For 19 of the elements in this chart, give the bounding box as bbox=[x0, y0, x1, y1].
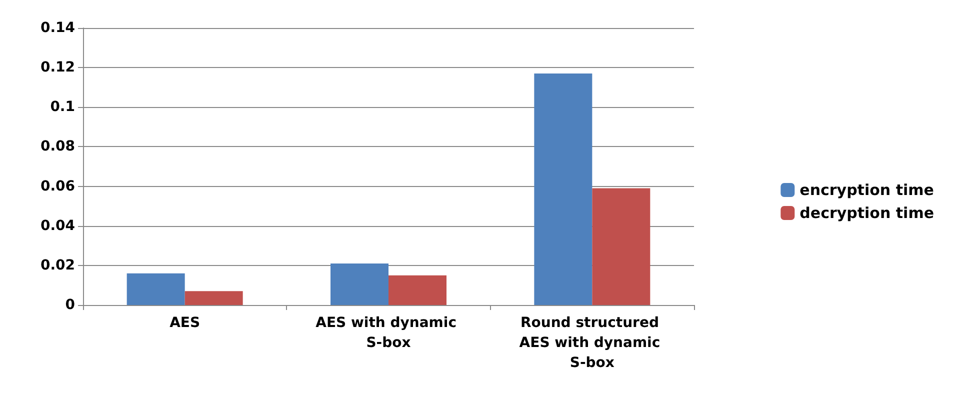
bar bbox=[534, 74, 592, 305]
bar bbox=[592, 188, 650, 305]
y-tick-label: 0.12 bbox=[40, 60, 75, 76]
bar bbox=[184, 291, 243, 305]
y-tick-label: 0.02 bbox=[40, 257, 75, 274]
y-tick-label: 0.08 bbox=[40, 138, 75, 155]
y-tick-label: 0 bbox=[65, 297, 76, 313]
bar bbox=[126, 273, 185, 305]
y-tick-label: 0.14 bbox=[40, 20, 76, 36]
bar bbox=[388, 275, 446, 305]
x-tick-label: Round structured AES with dynamic S-box bbox=[519, 315, 666, 371]
legend-label: decryption time bbox=[800, 204, 934, 222]
legend-label: encryption time bbox=[800, 181, 934, 199]
bar bbox=[330, 263, 388, 305]
y-tick-label: 0.06 bbox=[40, 178, 75, 194]
y-tick-label: 0.1 bbox=[50, 99, 75, 116]
y-tick-label: 0.04 bbox=[40, 218, 76, 234]
x-tick-label: AES bbox=[170, 315, 200, 331]
x-tick-label: AES with dynamic S-box bbox=[316, 315, 462, 351]
